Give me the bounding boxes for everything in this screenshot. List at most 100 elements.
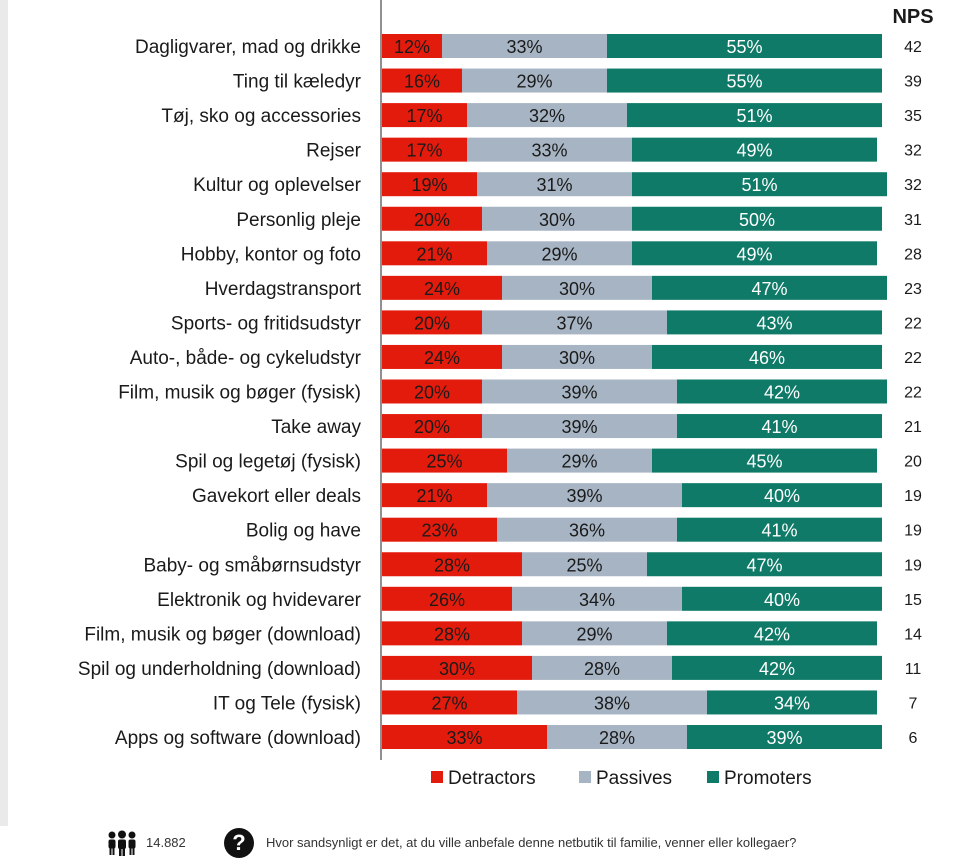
bar-segment-passives	[522, 621, 667, 646]
bar-row-spil-og-underholdning-download: Spil og underholdning (download) 30% 28% 42…	[78, 655, 921, 680]
category-label: Auto-, både- og cykeludstyr	[130, 348, 362, 369]
nps-value: 32	[904, 143, 922, 160]
bar-segment-detractors	[382, 275, 502, 300]
bar-segment-detractors	[382, 690, 517, 715]
bar-row-spil-og-leget-j-fysisk: Spil og legetøj (fysisk) 25% 29% 45% 20	[175, 448, 922, 473]
data-label-detractors: 20%	[414, 313, 450, 333]
bar-row-rejser: Rejser 17% 33% 49% 32	[306, 137, 922, 162]
nps-value: 28	[904, 246, 922, 263]
bar-segment-detractors	[382, 379, 482, 404]
data-label-passives: 33%	[531, 141, 567, 161]
data-label-detractors: 28%	[434, 555, 470, 575]
data-label-detractors: 25%	[426, 452, 462, 472]
category-label: Sports- og fritidsudstyr	[171, 313, 362, 334]
data-label-passives: 34%	[579, 590, 615, 610]
bar-segment-passives	[522, 552, 647, 577]
nps-value: 15	[904, 592, 922, 609]
data-label-passives: 30%	[559, 348, 595, 368]
bar-segment-passives	[512, 586, 682, 611]
bar-segment-detractors	[382, 483, 487, 508]
bar-segment-detractors	[382, 206, 482, 231]
legend-label-passives: Passives	[596, 768, 672, 789]
bar-segment-promoters	[667, 310, 882, 335]
data-label-detractors: 23%	[421, 521, 457, 541]
data-label-promoters: 39%	[766, 728, 802, 748]
bar-segment-passives	[502, 275, 652, 300]
bar-segment-passives	[482, 310, 667, 335]
data-label-detractors: 17%	[406, 106, 442, 126]
bar-segment-detractors	[382, 310, 482, 335]
legend-swatch-promoters	[707, 771, 719, 783]
bar-segment-promoters	[607, 68, 882, 93]
bar-segment-promoters	[682, 483, 882, 508]
bar-segment-detractors	[382, 725, 547, 749]
data-label-promoters: 34%	[774, 693, 810, 713]
data-label-passives: 29%	[561, 452, 597, 472]
category-label: Film, musik og bøger (download)	[84, 624, 361, 645]
bar-segment-promoters	[632, 137, 877, 162]
bar-segment-detractors	[382, 68, 462, 93]
data-label-detractors: 30%	[439, 659, 475, 679]
data-label-detractors: 26%	[429, 590, 465, 610]
legend-item-passives: Passives	[579, 768, 672, 789]
bar-segment-passives	[487, 483, 682, 508]
data-label-passives: 28%	[584, 659, 620, 679]
data-label-passives: 25%	[566, 555, 602, 575]
nps-value: 14	[904, 626, 922, 643]
category-label: Tøj, sko og accessories	[161, 106, 361, 127]
data-label-promoters: 55%	[726, 72, 762, 92]
bar-segment-passives	[487, 241, 632, 266]
bar-segment-passives	[502, 344, 652, 369]
data-label-promoters: 40%	[764, 590, 800, 610]
category-label: Dagligvarer, mad og drikke	[135, 37, 361, 58]
data-label-passives: 39%	[561, 417, 597, 437]
bar-row-hobby-kontor-og-foto: Hobby, kontor og foto 21% 29% 49% 28	[181, 241, 922, 266]
data-label-promoters: 41%	[761, 417, 797, 437]
data-label-detractors: 19%	[411, 175, 447, 195]
legend-swatch-detractors	[431, 771, 443, 783]
nps-value: 23	[904, 281, 922, 298]
category-label: Baby- og småbørnsudstyr	[143, 555, 361, 576]
nps-value: 7	[909, 695, 918, 712]
footer: 14.882 ? Hvor sandsynligt er det, at du …	[0, 826, 970, 859]
category-label: Personlig pleje	[236, 210, 361, 231]
bar-row-auto-ba-de-og-cykeludstyr: Auto-, både- og cykeludstyr 24% 30% 46% 22	[130, 344, 922, 369]
bar-segment-promoters	[677, 379, 887, 404]
bar-row-personlig-pleje: Personlig pleje 20% 30% 50% 31	[236, 206, 922, 231]
bar-segment-detractors	[382, 344, 502, 369]
data-label-passives: 39%	[566, 486, 602, 506]
category-label: Rejser	[306, 141, 362, 162]
data-label-promoters: 49%	[736, 244, 772, 264]
bar-segment-passives	[532, 655, 672, 680]
data-label-promoters: 47%	[746, 555, 782, 575]
survey-question-text: Hvor sandsynligt er det, at du ville anb…	[266, 835, 797, 850]
category-label: Ting til kæledyr	[233, 72, 362, 93]
bar-segment-promoters	[652, 448, 877, 473]
bar-segment-promoters	[707, 690, 877, 715]
category-label: Kultur og oplevelser	[193, 175, 362, 196]
survey-question: ? Hvor sandsynligt er det, at du ville a…	[224, 826, 796, 859]
data-label-passives: 29%	[541, 244, 577, 264]
legend-item-detractors: Detractors	[431, 768, 536, 789]
bar-segment-promoters	[652, 275, 887, 300]
data-label-detractors: 12%	[394, 37, 430, 57]
data-label-detractors: 24%	[424, 348, 460, 368]
nps-value: 19	[904, 523, 922, 540]
category-label: Film, musik og bøger (fysisk)	[118, 383, 361, 404]
bar-segment-promoters	[632, 172, 887, 197]
data-label-detractors: 27%	[431, 693, 467, 713]
bar-segment-detractors	[382, 172, 477, 197]
data-label-promoters: 51%	[741, 175, 777, 195]
category-label: Hobby, kontor og foto	[181, 244, 361, 265]
data-label-promoters: 47%	[751, 279, 787, 299]
bar-segment-passives	[482, 414, 677, 439]
bar-segment-promoters	[687, 725, 882, 749]
bar-segment-passives	[482, 379, 677, 404]
bar-row-film-musik-og-b-ger-download: Film, musik og bøger (download) 28% 29% 42%…	[84, 621, 922, 646]
bar-segment-promoters	[627, 103, 882, 128]
nps-value: 6	[909, 730, 918, 747]
data-label-promoters: 42%	[759, 659, 795, 679]
legend-label-promoters: Promoters	[724, 768, 812, 789]
data-label-detractors: 24%	[424, 279, 460, 299]
bar-segment-passives	[462, 68, 607, 93]
